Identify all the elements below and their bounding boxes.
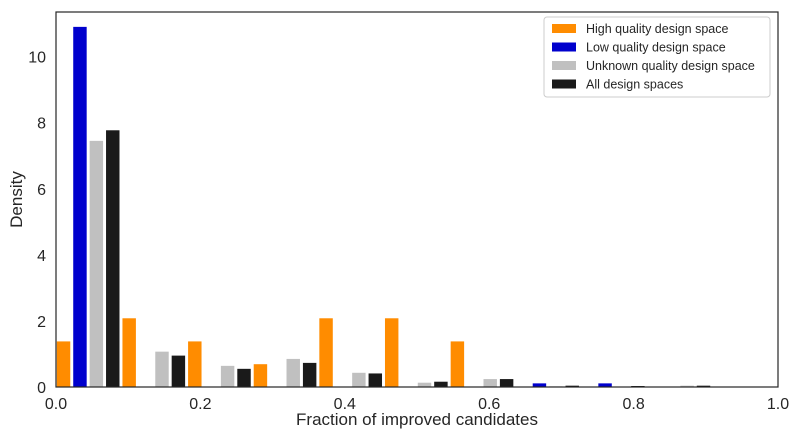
- bars-layer: [56, 26, 711, 388]
- y-tick-labels: 0 2 4 6 8 10: [28, 50, 46, 397]
- bar-unknown-quality-design-space-bin-4: [352, 372, 366, 387]
- bar-low-quality-design-space-bin-8: [598, 383, 612, 387]
- bar-high-quality-design-space-bin-2: [188, 341, 202, 387]
- bar-all-design-spaces-bin-2: [237, 368, 251, 387]
- x-axis-label: Fraction of improved candidates: [296, 410, 538, 429]
- legend-label: Unknown quality design space: [586, 59, 755, 73]
- bar-unknown-quality-design-space-bin-0: [89, 140, 104, 387]
- plot-frame: [55, 11, 779, 388]
- bar-all-design-spaces-bin-5: [434, 381, 448, 387]
- legend-swatch: [552, 24, 576, 33]
- y-tick-label: 10: [28, 50, 46, 67]
- bar-high-quality-design-space-bin-0: [56, 341, 71, 387]
- bar-low-quality-design-space-bin-7: [532, 383, 547, 387]
- bar-all-design-spaces-bin-9: [696, 385, 711, 387]
- x-tick-label: 0.4: [334, 396, 356, 413]
- bar-high-quality-design-space-bin-5: [384, 318, 399, 387]
- bar-unknown-quality-design-space-bin-2: [220, 365, 235, 387]
- bar-all-design-spaces-bin-1: [171, 355, 186, 387]
- y-tick-label: 4: [37, 248, 46, 265]
- y-tick-label: 2: [37, 314, 46, 331]
- legend-swatch: [552, 61, 576, 70]
- y-tick-label: 0: [37, 380, 46, 397]
- x-tick-label: 0.6: [478, 396, 500, 413]
- legend-swatch: [552, 42, 576, 52]
- x-tick-labels: 0.0 0.2 0.4 0.6 0.8 1.0: [45, 396, 789, 413]
- bar-unknown-quality-design-space-bin-6: [483, 379, 497, 387]
- legend: High quality design space Low quality des…: [543, 16, 771, 98]
- bar-high-quality-design-space-bin-1: [122, 318, 136, 387]
- bar-unknown-quality-design-space-bin-9: [680, 385, 694, 387]
- bar-all-design-spaces-bin-4: [368, 373, 383, 387]
- x-tick-label: 1.0: [767, 396, 789, 413]
- bar-all-design-spaces-bin-3: [302, 362, 317, 387]
- y-axis-label: Density: [7, 171, 26, 228]
- bar-all-design-spaces-bin-6: [499, 379, 514, 387]
- bar-low-quality-design-space-bin-0: [73, 26, 87, 388]
- bar-unknown-quality-design-space-bin-1: [155, 351, 169, 387]
- bar-unknown-quality-design-space-bin-3: [286, 358, 300, 387]
- y-tick-label: 6: [37, 182, 46, 199]
- bar-high-quality-design-space-bin-6: [450, 341, 465, 387]
- legend-box: [543, 16, 771, 98]
- x-tick-label: 0.2: [189, 396, 211, 413]
- legend-label: High quality design space: [586, 22, 728, 36]
- x-tick-label: 0.8: [622, 396, 644, 413]
- bar-all-design-spaces-bin-0: [106, 130, 120, 387]
- bar-high-quality-design-space-bin-4: [319, 318, 333, 387]
- y-tick-label: 8: [37, 116, 46, 133]
- bar-high-quality-design-space-bin-3: [253, 364, 268, 387]
- legend-swatch: [552, 79, 576, 89]
- bar-all-design-spaces-bin-7: [565, 385, 579, 387]
- legend-label: Low quality design space: [586, 41, 726, 55]
- x-tick-label: 0.0: [45, 396, 67, 413]
- bar-unknown-quality-design-space-bin-5: [417, 382, 432, 387]
- legend-label: All design spaces: [586, 78, 683, 92]
